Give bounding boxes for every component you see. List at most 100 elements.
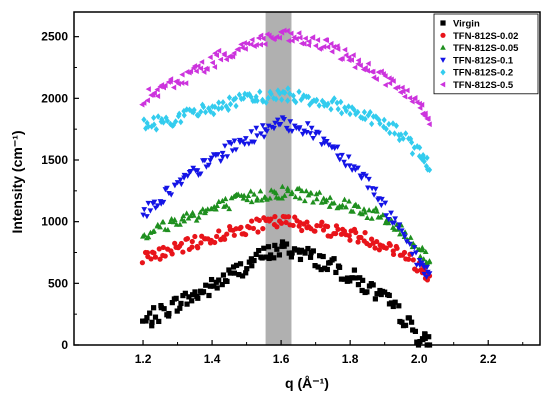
data-point <box>226 267 232 273</box>
data-point <box>212 239 218 246</box>
data-point <box>178 118 184 126</box>
data-point <box>345 103 352 110</box>
data-point <box>261 134 267 140</box>
data-point <box>357 62 363 69</box>
data-point <box>160 219 167 225</box>
data-point <box>151 250 157 256</box>
data-point <box>141 207 148 213</box>
data-point <box>249 218 255 224</box>
data-point <box>197 171 204 177</box>
data-point <box>293 98 299 106</box>
data-point <box>158 82 165 88</box>
data-point <box>273 95 279 103</box>
data-point <box>248 129 255 135</box>
data-point <box>285 214 292 220</box>
x-tick-label: 1.4 <box>204 352 221 366</box>
data-point <box>296 125 303 131</box>
data-point <box>319 219 325 225</box>
data-point <box>312 263 318 269</box>
data-point <box>279 183 286 189</box>
data-point <box>215 152 221 158</box>
data-point <box>266 255 272 262</box>
data-point <box>151 121 157 128</box>
data-point <box>143 318 149 324</box>
data-point <box>378 291 384 298</box>
data-point <box>243 231 249 238</box>
data-point <box>272 242 278 249</box>
data-point <box>417 105 423 111</box>
data-point <box>394 221 400 227</box>
data-point <box>283 241 290 247</box>
data-point <box>378 68 384 75</box>
data-point <box>310 34 316 40</box>
data-point <box>296 185 303 191</box>
data-point <box>334 144 341 150</box>
data-point <box>236 91 242 98</box>
data-point <box>165 226 171 233</box>
data-point <box>320 227 327 233</box>
data-point <box>151 114 157 122</box>
data-point <box>368 215 375 221</box>
data-point <box>348 57 354 63</box>
data-point <box>422 331 428 337</box>
data-point <box>344 275 351 281</box>
data-point <box>209 59 215 66</box>
data-point <box>195 295 201 301</box>
data-point <box>361 108 368 116</box>
data-point <box>192 289 198 295</box>
data-point <box>244 196 251 203</box>
data-point <box>411 144 417 151</box>
data-point <box>145 86 151 92</box>
data-point <box>413 250 419 256</box>
data-point <box>157 224 163 230</box>
data-point <box>273 34 280 40</box>
y-tick-label: 500 <box>48 276 68 290</box>
data-point <box>396 136 403 144</box>
data-point <box>279 239 286 245</box>
data-point <box>313 196 320 202</box>
data-point <box>213 206 219 212</box>
data-point <box>322 100 328 107</box>
data-point <box>323 138 330 145</box>
data-point <box>399 84 405 91</box>
data-point <box>290 92 296 100</box>
data-point <box>336 157 343 163</box>
data-point <box>420 256 427 262</box>
data-point <box>365 185 371 191</box>
data-point <box>326 203 333 209</box>
data-point <box>152 254 159 260</box>
data-point <box>256 217 262 224</box>
data-point <box>241 40 247 46</box>
data-point <box>242 46 248 52</box>
data-point <box>411 245 418 251</box>
data-point <box>144 214 150 220</box>
data-point <box>289 189 295 195</box>
data-point <box>333 230 339 237</box>
data-point <box>253 41 259 48</box>
y-tick-label: 0 <box>61 338 68 352</box>
data-point <box>290 222 296 229</box>
data-point <box>364 289 370 295</box>
data-point <box>355 282 362 288</box>
data-point <box>260 35 266 42</box>
data-point <box>219 155 226 161</box>
data-point <box>364 214 371 221</box>
data-point <box>347 110 353 118</box>
data-point <box>263 254 269 260</box>
data-point <box>199 59 205 65</box>
data-point <box>312 42 319 49</box>
data-point <box>166 190 172 197</box>
data-point <box>335 46 341 52</box>
data-point <box>186 294 192 300</box>
data-point <box>241 141 248 148</box>
data-point <box>254 133 261 139</box>
data-point <box>324 266 330 273</box>
data-point <box>158 305 164 311</box>
data-point <box>157 256 163 262</box>
data-point <box>285 97 291 104</box>
data-point <box>385 216 392 223</box>
data-point <box>217 56 224 63</box>
data-point <box>306 38 312 45</box>
data-point <box>151 199 158 205</box>
